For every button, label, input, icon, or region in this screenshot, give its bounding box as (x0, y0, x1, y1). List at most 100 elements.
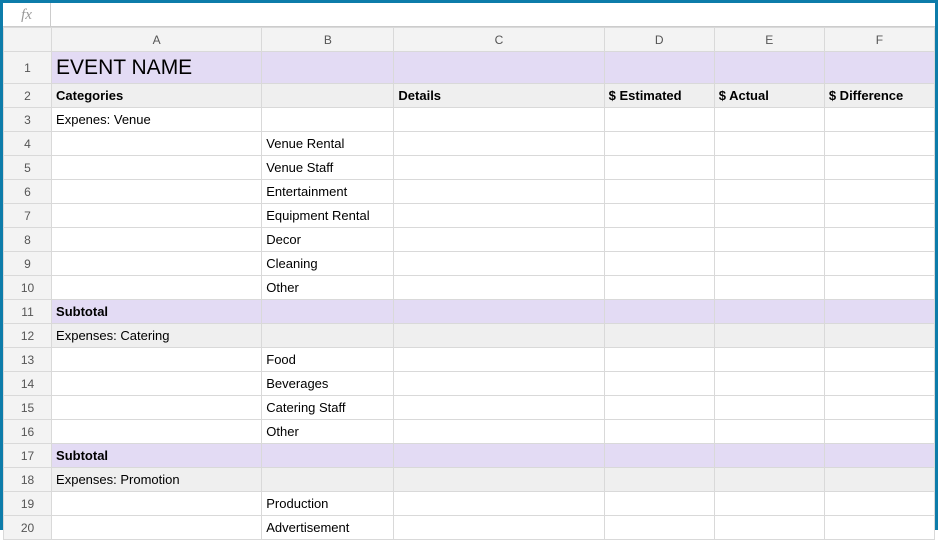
cell[interactable] (714, 444, 824, 468)
row-header[interactable]: 8 (4, 228, 52, 252)
cell[interactable] (714, 108, 824, 132)
row-header[interactable]: 1 (4, 52, 52, 84)
cell[interactable] (394, 420, 604, 444)
cell[interactable] (52, 516, 262, 540)
cell[interactable]: $ Difference (824, 84, 934, 108)
cell[interactable] (714, 156, 824, 180)
cell[interactable] (824, 420, 934, 444)
cell[interactable] (604, 252, 714, 276)
cell[interactable] (604, 516, 714, 540)
cell[interactable] (714, 180, 824, 204)
row-header[interactable]: 10 (4, 276, 52, 300)
cell[interactable] (714, 420, 824, 444)
cell[interactable] (714, 300, 824, 324)
cell[interactable]: Food (262, 348, 394, 372)
cell[interactable] (714, 204, 824, 228)
cell[interactable]: Other (262, 420, 394, 444)
cell[interactable] (604, 372, 714, 396)
cell[interactable] (604, 180, 714, 204)
cell[interactable] (824, 324, 934, 348)
cell[interactable] (824, 276, 934, 300)
cell[interactable] (604, 156, 714, 180)
cell[interactable] (824, 396, 934, 420)
cell[interactable] (394, 492, 604, 516)
cell[interactable]: Production (262, 492, 394, 516)
cell[interactable] (394, 276, 604, 300)
cell[interactable]: Other (262, 276, 394, 300)
cell[interactable] (714, 324, 824, 348)
cell[interactable] (52, 372, 262, 396)
cell[interactable] (604, 276, 714, 300)
cell[interactable]: EVENT NAME (52, 52, 262, 84)
row-header[interactable]: 4 (4, 132, 52, 156)
cell[interactable]: $ Estimated (604, 84, 714, 108)
cell[interactable]: Venue Staff (262, 156, 394, 180)
cell[interactable] (824, 132, 934, 156)
cell[interactable] (824, 492, 934, 516)
cell[interactable] (604, 228, 714, 252)
row-header[interactable]: 13 (4, 348, 52, 372)
cell[interactable]: Beverages (262, 372, 394, 396)
row-header[interactable]: 6 (4, 180, 52, 204)
cell[interactable]: Venue Rental (262, 132, 394, 156)
cell[interactable] (394, 204, 604, 228)
row-header[interactable]: 17 (4, 444, 52, 468)
cell[interactable] (714, 396, 824, 420)
cell[interactable] (394, 228, 604, 252)
row-header[interactable]: 11 (4, 300, 52, 324)
cell[interactable]: Details (394, 84, 604, 108)
cell[interactable]: Advertisement (262, 516, 394, 540)
cell[interactable] (714, 252, 824, 276)
cell[interactable] (824, 516, 934, 540)
cell[interactable] (394, 132, 604, 156)
cell[interactable] (824, 468, 934, 492)
cell[interactable] (262, 300, 394, 324)
cell[interactable] (394, 396, 604, 420)
cell[interactable] (394, 516, 604, 540)
cell[interactable] (52, 276, 262, 300)
cell[interactable] (824, 204, 934, 228)
cell[interactable] (714, 52, 824, 84)
cell[interactable] (714, 132, 824, 156)
row-header[interactable]: 14 (4, 372, 52, 396)
cell[interactable] (262, 324, 394, 348)
cell[interactable] (714, 372, 824, 396)
cell[interactable] (52, 420, 262, 444)
cell[interactable] (394, 156, 604, 180)
cell[interactable] (604, 204, 714, 228)
col-header-B[interactable]: B (262, 28, 394, 52)
cell[interactable] (824, 108, 934, 132)
row-header[interactable]: 2 (4, 84, 52, 108)
cell[interactable] (52, 132, 262, 156)
cell[interactable] (824, 300, 934, 324)
cell[interactable] (52, 156, 262, 180)
cell[interactable] (604, 444, 714, 468)
cell[interactable] (824, 252, 934, 276)
cell[interactable]: Catering Staff (262, 396, 394, 420)
col-header-A[interactable]: A (52, 28, 262, 52)
row-header[interactable]: 3 (4, 108, 52, 132)
cell[interactable] (824, 348, 934, 372)
cell[interactable] (604, 108, 714, 132)
cell[interactable]: Subtotal (52, 444, 262, 468)
cell[interactable] (262, 108, 394, 132)
cell[interactable] (394, 372, 604, 396)
cell[interactable] (604, 52, 714, 84)
formula-input[interactable] (51, 3, 935, 26)
col-header-C[interactable]: C (394, 28, 604, 52)
cell[interactable] (394, 180, 604, 204)
cell[interactable] (394, 468, 604, 492)
col-header-E[interactable]: E (714, 28, 824, 52)
cell[interactable]: Equipment Rental (262, 204, 394, 228)
spreadsheet-grid[interactable]: A B C D E F 1EVENT NAME2CategoriesDetail… (3, 27, 935, 540)
row-header[interactable]: 9 (4, 252, 52, 276)
cell[interactable]: $ Actual (714, 84, 824, 108)
cell[interactable] (262, 84, 394, 108)
cell[interactable] (604, 396, 714, 420)
cell[interactable] (52, 252, 262, 276)
cell[interactable] (394, 108, 604, 132)
cell[interactable] (52, 492, 262, 516)
cell[interactable] (262, 52, 394, 84)
cell[interactable] (394, 252, 604, 276)
cell[interactable] (604, 300, 714, 324)
